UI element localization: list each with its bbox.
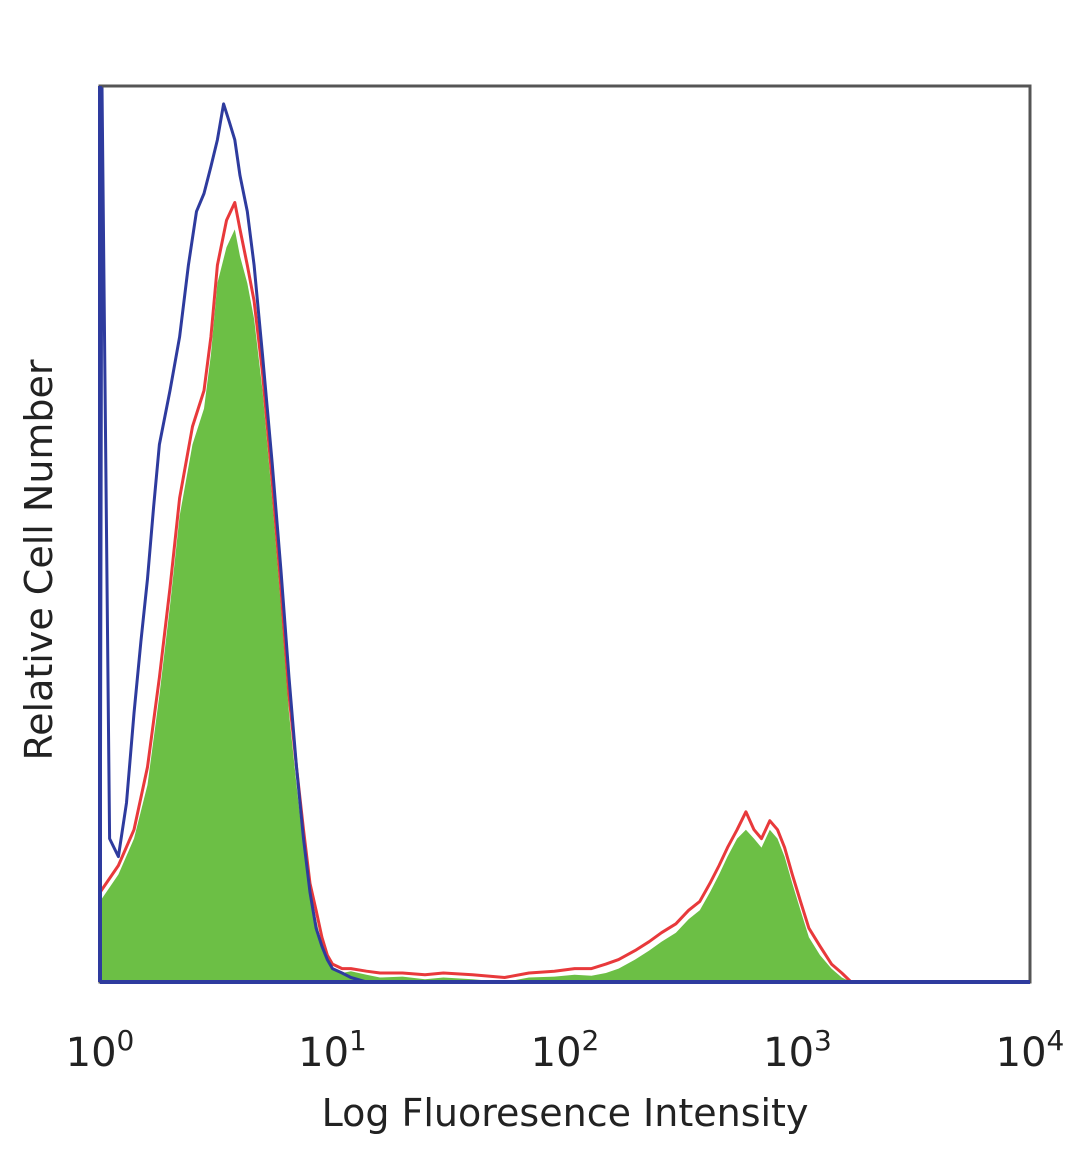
x-tick-label-0: 100 (66, 1024, 135, 1076)
y-axis-label: Relative Cell Number (17, 359, 61, 760)
x-tick-label-2: 102 (531, 1024, 600, 1076)
series-layer (98, 84, 1030, 984)
x-tick-labels: 100 101 102 103 104 (66, 1024, 1065, 1076)
histogram-series-line-2 (98, 84, 1030, 984)
x-tick-label-3: 103 (763, 1024, 832, 1076)
x-tick-label-4: 104 (996, 1024, 1065, 1076)
x-tick-label-1: 101 (298, 1024, 367, 1076)
histogram-series-filled (100, 229, 852, 982)
histogram-series-line-1 (98, 201, 853, 984)
x-axis-label: Log Fluoresence Intensity (322, 1091, 809, 1135)
